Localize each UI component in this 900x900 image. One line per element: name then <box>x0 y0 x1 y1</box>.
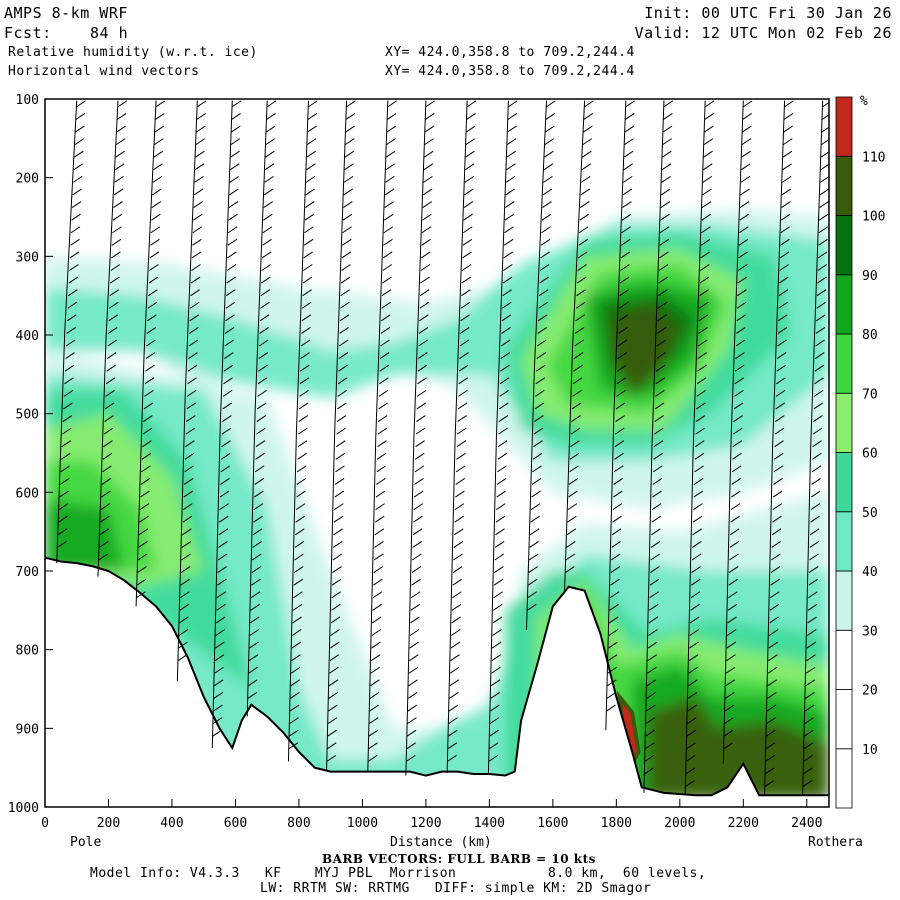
colorbar-swatch <box>835 748 853 809</box>
barb-column <box>176 100 207 682</box>
y-tick-label: 800 <box>16 644 39 659</box>
barb-note: BARB VECTORS: FULL BARB = 10 kts <box>322 852 596 866</box>
x-tick-label: 1000 <box>347 816 378 831</box>
barb-column <box>684 100 715 796</box>
colorbar-label: 20 <box>862 684 878 699</box>
colorbar-label: 110 <box>862 150 885 165</box>
forecast-value: 84 h <box>90 24 129 42</box>
colorbar: 10 20 30 40 50 60 70 80 90 100 110% <box>835 94 885 809</box>
x-tick-label: 0 <box>41 816 49 831</box>
cross-section-endpoints-2: XY= 424.0,358.8 to 709.2,244.4 <box>385 64 635 79</box>
colorbar-swatch <box>835 215 853 276</box>
y-tick-label: 200 <box>16 172 39 187</box>
colorbar-label: 70 <box>862 387 878 402</box>
colorbar-label: 10 <box>862 743 878 758</box>
barb-column <box>56 100 86 564</box>
barb-column <box>211 100 242 749</box>
barb-column <box>487 100 518 775</box>
x-tick-label: 400 <box>160 816 183 831</box>
y-tick-label: 900 <box>16 722 39 737</box>
plot-frame <box>44 98 830 808</box>
y-tick-label: 100 <box>16 93 39 108</box>
init-time: Init: 00 UTC Fri 30 Jan 26 <box>644 4 892 22</box>
y-tick-label: 300 <box>16 250 39 265</box>
barb-column <box>135 100 166 607</box>
model-info: Model Info: V4.3.3 KF MYJ PBL Morrison 8… <box>90 866 707 881</box>
colorbar-swatch <box>835 629 853 690</box>
barb-column <box>605 100 635 730</box>
colorbar-swatch <box>835 570 853 631</box>
colorbar-label: 90 <box>862 269 878 284</box>
y-tick-label: 500 <box>16 408 39 423</box>
x-tick-label: 1400 <box>474 816 505 831</box>
field-name-2: Horizontal wind vectors <box>8 64 200 79</box>
barb-column <box>764 100 794 796</box>
colorbar-swatch <box>835 333 853 394</box>
colorbar-swatch <box>835 392 853 453</box>
colorbar-label: 30 <box>862 624 878 639</box>
model-info-physics: LW: RRTM SW: RRTMG DIFF: simple KM: 2D S… <box>260 881 652 896</box>
colorbar-label: 80 <box>862 328 878 343</box>
colorbar-label: 50 <box>862 506 878 521</box>
colorbar-swatch <box>835 689 853 750</box>
x-tick-label: 2000 <box>664 816 695 831</box>
x-tick-label: 2400 <box>791 816 822 831</box>
x-tick-label: 2200 <box>728 816 759 831</box>
barb-column <box>287 100 318 762</box>
y-tick-label: 1000 <box>8 801 39 816</box>
x-tick-label: 1800 <box>601 816 632 831</box>
forecast-label: Fcst: <box>4 24 52 42</box>
x-tick-label: 1200 <box>410 816 441 831</box>
colorbar-swatch <box>835 274 853 335</box>
barb-column <box>326 100 356 772</box>
wind-barbs <box>56 100 829 796</box>
cross-section-endpoints-1: XY= 424.0,358.8 to 709.2,244.4 <box>385 45 635 60</box>
barb-column <box>405 100 435 776</box>
colorbar-unit: % <box>860 94 868 109</box>
colorbar-label: 100 <box>862 210 885 225</box>
colorbar-swatch <box>835 155 853 216</box>
y-tick-label: 400 <box>16 329 39 344</box>
axes: 0 200 400 600 800 1000 1200 1400 1600 1800 2000 220… <box>8 93 823 831</box>
barb-column <box>722 100 753 764</box>
colorbar-label: 40 <box>862 565 878 580</box>
y-tick-label: 700 <box>16 565 39 580</box>
x-axis-label: Distance (km) <box>390 835 492 850</box>
barb-column <box>97 100 128 577</box>
colorbar-swatch <box>835 96 853 157</box>
barb-column <box>246 100 277 717</box>
field-name-1: Relative humidity (w.r.t. ice) <box>8 45 258 60</box>
barb-column <box>564 100 594 591</box>
terrain-mask <box>45 556 829 807</box>
barb-column <box>643 100 674 793</box>
x-tick-label: 600 <box>224 816 247 831</box>
model-title: AMPS 8-km WRF <box>4 4 128 22</box>
x-tick-label: 1600 <box>537 816 568 831</box>
barb-column <box>526 100 556 631</box>
x-endpoint-left: Pole <box>70 835 101 850</box>
colorbar-swatch <box>835 452 853 513</box>
colorbar-swatch <box>835 511 853 572</box>
valid-time: Valid: 12 UTC Mon 02 Feb 26 <box>634 24 892 42</box>
barb-column <box>446 100 477 774</box>
x-tick-label: 800 <box>287 816 310 831</box>
barb-column <box>367 100 397 772</box>
x-endpoint-right: Rothera <box>808 835 863 850</box>
x-tick-label: 200 <box>97 816 120 831</box>
y-tick-label: 600 <box>16 486 39 501</box>
colorbar-label: 60 <box>862 447 878 462</box>
